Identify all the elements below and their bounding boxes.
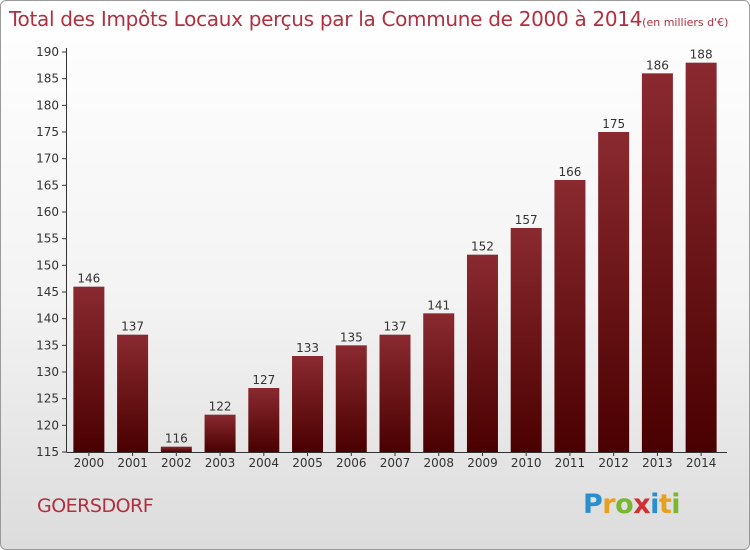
- x-tick-label: 2013: [642, 456, 673, 470]
- x-tick-label: 2004: [249, 456, 280, 470]
- y-tick-label: 145: [36, 285, 59, 299]
- bar-2013: [641, 73, 673, 452]
- bar-2002: [160, 446, 192, 452]
- x-tick-label: 2007: [380, 456, 411, 470]
- bar-value-label: 175: [602, 117, 625, 131]
- x-tick-label: 2000: [74, 456, 105, 470]
- y-tick-label: 120: [36, 418, 59, 432]
- commune-name: GOERSDORF: [37, 495, 154, 517]
- bar-value-label: 186: [646, 58, 669, 72]
- logo-letter: i: [650, 489, 659, 520]
- y-tick-label: 150: [36, 258, 59, 272]
- x-tick-label: 2008: [423, 456, 454, 470]
- y-tick-label: 130: [36, 365, 59, 379]
- x-tick-label: 2014: [686, 456, 717, 470]
- x-tick-label: 2010: [511, 456, 542, 470]
- bar-value-label: 116: [165, 432, 188, 446]
- bar-value-label: 137: [121, 320, 144, 334]
- bar-value-label: 137: [384, 320, 407, 334]
- chart-unit: (en milliers d'€): [642, 16, 729, 29]
- bar-2000: [73, 286, 105, 452]
- bar-2011: [554, 180, 586, 452]
- x-tick-label: 2006: [336, 456, 367, 470]
- y-tick-label: 190: [36, 45, 59, 59]
- proxiti-logo: Proxiti: [583, 489, 681, 520]
- bar-value-label: 166: [558, 165, 581, 179]
- bar-value-label: 127: [252, 373, 275, 387]
- bar-2006: [335, 345, 367, 452]
- bar-value-label: 152: [471, 240, 494, 254]
- y-tick-label: 180: [36, 98, 59, 112]
- bar-value-label: 133: [296, 341, 319, 355]
- bar-2009: [466, 254, 498, 452]
- bar-2014: [685, 62, 717, 453]
- y-tick-label: 115: [36, 445, 59, 459]
- bar-2010: [510, 228, 542, 452]
- x-tick-label: 2003: [205, 456, 236, 470]
- x-tick-label: 2002: [161, 456, 192, 470]
- y-tick-label: 125: [36, 392, 59, 406]
- bar-2005: [292, 356, 324, 452]
- y-tick-label: 165: [36, 178, 59, 192]
- bar-value-label: 141: [427, 298, 450, 312]
- logo-letter: r: [602, 489, 616, 520]
- bar-2008: [423, 313, 455, 452]
- y-tick-label: 140: [36, 312, 59, 326]
- y-tick-label: 160: [36, 205, 59, 219]
- y-tick-label: 170: [36, 152, 59, 166]
- x-tick-label: 2001: [117, 456, 148, 470]
- bar-2007: [379, 334, 411, 452]
- x-tick-label: 2012: [598, 456, 629, 470]
- bar-2003: [204, 414, 236, 452]
- bar-2001: [117, 334, 149, 452]
- logo-letter: t: [658, 489, 672, 520]
- y-tick-label: 135: [36, 338, 59, 352]
- y-tick-label: 155: [36, 232, 59, 246]
- y-tick-label: 185: [36, 72, 59, 86]
- y-tick-label: 175: [36, 125, 59, 139]
- x-tick-label: 2011: [555, 456, 586, 470]
- logo-letter: P: [583, 489, 603, 520]
- bar-value-label: 122: [209, 400, 232, 414]
- logo-letter: x: [633, 489, 651, 520]
- bar-2004: [248, 388, 280, 452]
- x-tick-label: 2009: [467, 456, 498, 470]
- bar-2012: [598, 132, 630, 452]
- bar-value-label: 157: [515, 213, 538, 227]
- logo-letter: i: [671, 489, 681, 520]
- bar-value-label: 135: [340, 330, 363, 344]
- logo-letter: o: [615, 489, 634, 520]
- bar-value-label: 188: [690, 48, 713, 62]
- chart-title: Total des Impôts Locaux perçus par la Co…: [9, 7, 729, 31]
- bar-value-label: 146: [77, 272, 100, 286]
- x-tick-label: 2005: [292, 456, 323, 470]
